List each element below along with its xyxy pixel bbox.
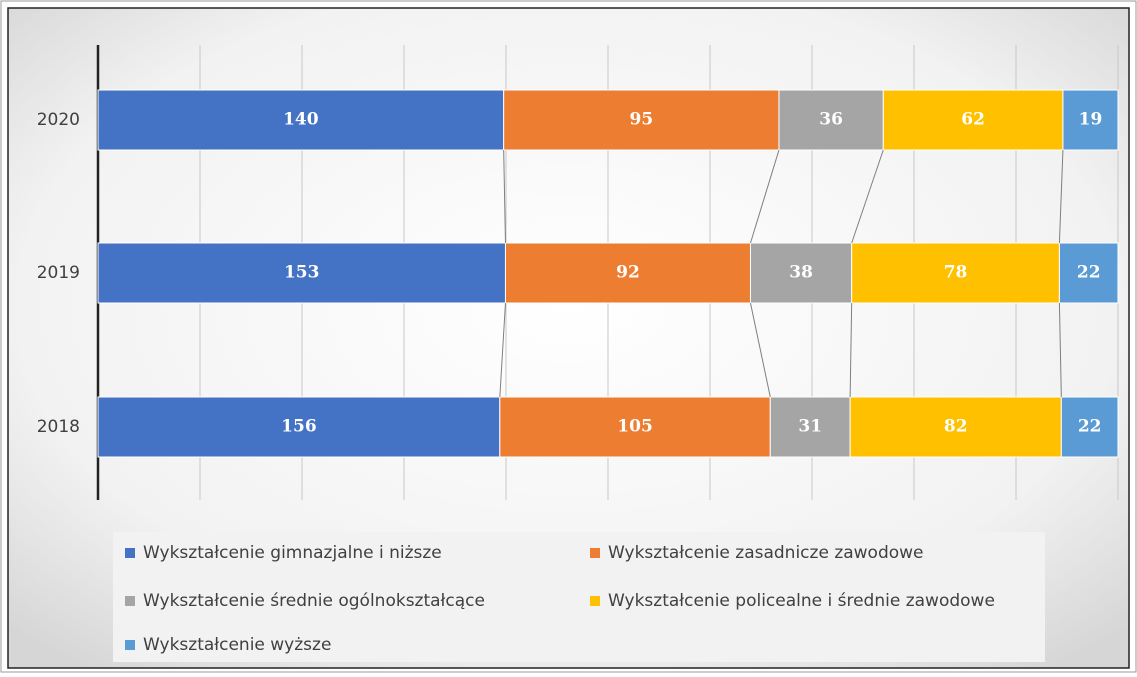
data-label: 95 <box>629 110 653 130</box>
series-line <box>749 302 771 398</box>
bar-segment <box>97 242 506 304</box>
data-label: 22 <box>1077 263 1101 283</box>
series-line <box>849 302 853 398</box>
data-label: 105 <box>617 417 653 437</box>
legend-label: Wykształcenie średnie ogólnokształcące <box>143 591 485 611</box>
y-tick-label: 2018 <box>37 417 80 437</box>
y-tick-label: 2020 <box>37 110 80 130</box>
bar-segment <box>504 242 751 304</box>
bar-segment <box>97 89 505 151</box>
series-line <box>750 149 780 244</box>
data-label: 19 <box>1079 110 1103 130</box>
legend-swatch <box>125 596 135 606</box>
bar-segment <box>1058 242 1119 304</box>
legend-swatch <box>125 548 135 558</box>
legend-box <box>113 532 1045 662</box>
legend-label: Wykształcenie wyższe <box>143 635 331 655</box>
data-label: 92 <box>616 263 640 283</box>
series-line <box>503 149 506 244</box>
data-label: 78 <box>944 263 968 283</box>
bar-segment <box>1062 89 1119 151</box>
data-label: 140 <box>283 110 319 130</box>
legend-swatch <box>590 596 600 606</box>
series-line <box>499 302 506 398</box>
legend-label: Wykształcenie gimnazjalne i niższe <box>143 543 442 563</box>
bar-segment <box>851 242 1060 304</box>
legend-swatch <box>590 548 600 558</box>
y-tick-label: 2019 <box>37 263 80 283</box>
data-label: 22 <box>1078 417 1102 437</box>
legend-swatch <box>125 640 135 650</box>
bar-segment <box>882 89 1064 151</box>
data-label: 36 <box>819 110 843 130</box>
data-label: 82 <box>944 417 968 437</box>
data-label: 156 <box>281 417 317 437</box>
bar-segment <box>749 242 853 304</box>
data-label: 31 <box>798 417 822 437</box>
bar-segment <box>503 89 780 151</box>
bar-segment <box>1060 396 1119 458</box>
bar-segment <box>769 396 851 458</box>
series-line <box>1058 302 1062 398</box>
data-label: 62 <box>961 110 985 130</box>
legend-label: Wykształcenie zasadnicze zawodowe <box>608 543 924 563</box>
bar-segment <box>499 396 771 458</box>
bar-segment <box>97 396 501 458</box>
data-label: 153 <box>284 263 320 283</box>
data-label: 38 <box>789 263 813 283</box>
series-line <box>851 149 884 244</box>
bar-segment <box>778 89 884 151</box>
series-line <box>1058 149 1064 244</box>
legend-label: Wykształcenie policealne i średnie zawod… <box>608 591 995 611</box>
